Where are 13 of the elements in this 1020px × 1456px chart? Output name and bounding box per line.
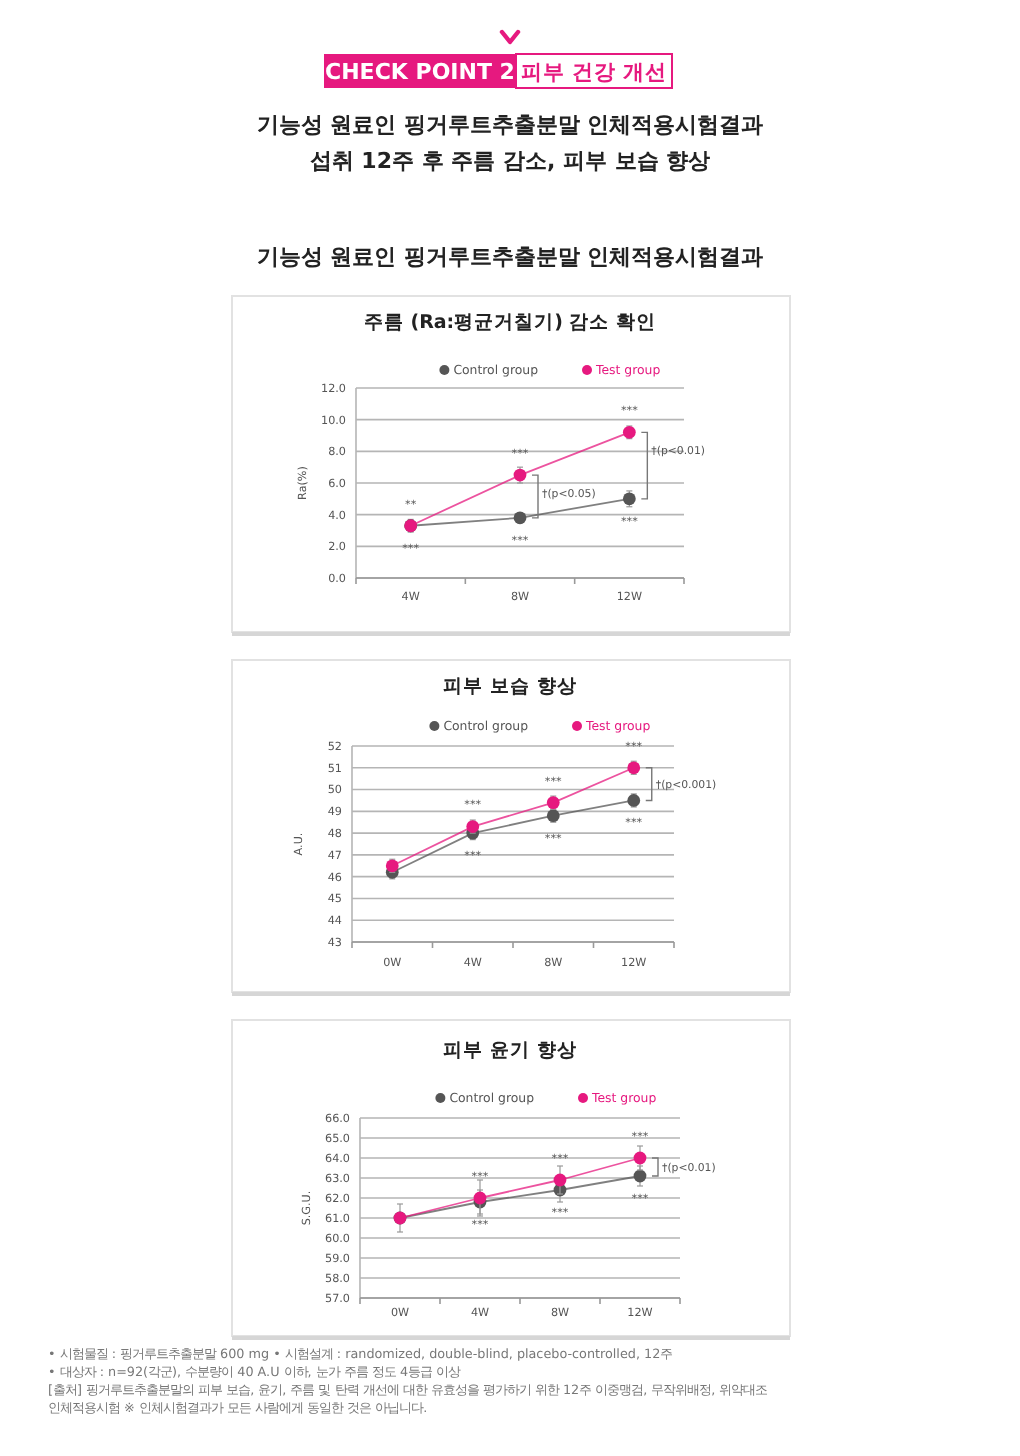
text: CHECK POINT 2 <box>325 59 515 85</box>
text: 기능성 원료인 핑거루트추출분말 인체적용시험결과 <box>256 244 764 270</box>
chart-title: 피부 보습 향상 <box>443 676 577 698</box>
point <box>633 1151 647 1165</box>
point <box>553 1173 567 1187</box>
text: 기능성 원료인 핑거루트추출분말 인체적용시험결과 <box>256 112 764 138</box>
chart-title: 주름 (Ra:평균거칠기) 감소 확인 <box>363 312 657 334</box>
point <box>622 492 636 506</box>
text: 피부 건강 개선 <box>520 61 668 85</box>
chart-title: 피부 윤기 향상 <box>443 1040 577 1062</box>
point <box>546 796 560 810</box>
text: 섭취 12주 후 주름 감소, 피부 보습 향상 <box>309 148 711 174</box>
point <box>513 511 527 525</box>
